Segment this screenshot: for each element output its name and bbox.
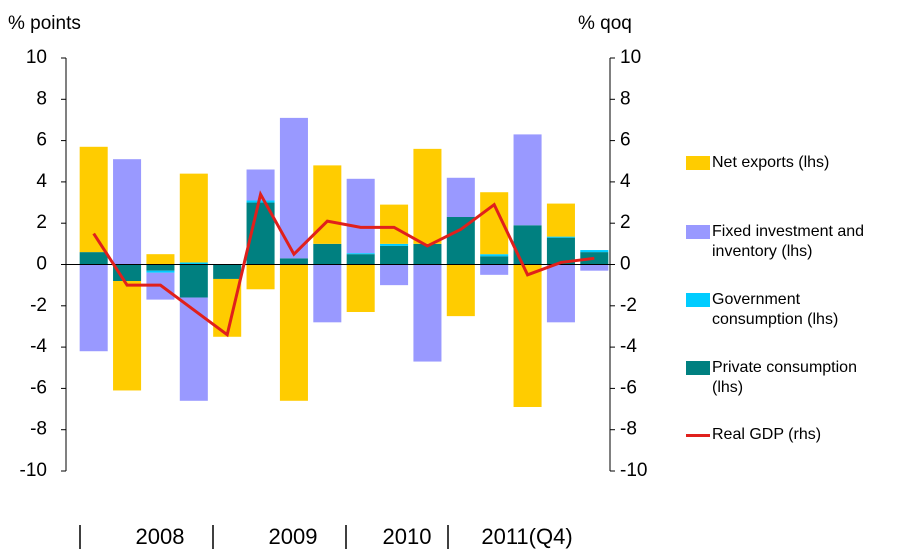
legend-label: Private consumption (lhs)	[712, 359, 857, 396]
bar-segment	[480, 264, 509, 275]
legend-item: Fixed investment and inventory (lhs)	[686, 222, 901, 262]
bar-segment	[513, 225, 542, 265]
y2-tick-label: 2	[620, 212, 631, 233]
x-label: 2008	[136, 524, 185, 549]
bar-segment	[279, 264, 308, 401]
bar-segment	[113, 281, 142, 391]
bar-segment	[446, 217, 475, 265]
bar-segment	[146, 264, 175, 271]
line-series	[92, 190, 595, 338]
bar-segment	[79, 252, 108, 265]
legend-swatch	[686, 156, 710, 170]
y-tick-label: 2	[36, 212, 47, 233]
bar-segment	[79, 264, 108, 352]
y2-tick-label: -8	[620, 419, 637, 440]
y-tick-label: -4	[30, 336, 47, 357]
bar-segment	[79, 146, 108, 253]
y-tick-label: 10	[26, 47, 47, 68]
legend-label: Fixed investment and inventory (lhs)	[712, 223, 865, 260]
legend-swatch	[686, 293, 710, 307]
y2-tick-label: -6	[620, 377, 637, 398]
bar-segment	[179, 173, 208, 263]
legend-item: Real GDP (rhs)	[686, 425, 901, 445]
bar-segment	[380, 264, 409, 286]
bar-segment	[146, 254, 175, 265]
y-tick-label: 4	[36, 171, 47, 192]
bar-segment	[279, 258, 308, 265]
bar-segment	[513, 264, 542, 407]
y-tick-label: -2	[30, 295, 47, 316]
bar-segment	[580, 264, 609, 271]
x-label: 2011(Q4)	[481, 524, 572, 549]
bar-segment	[546, 203, 575, 237]
bar-segment	[446, 264, 475, 317]
legend-swatch	[686, 434, 710, 437]
bar-segment	[380, 204, 409, 244]
bar-segment	[313, 264, 342, 323]
legend-label: Net exports (lhs)	[712, 154, 830, 171]
y2-tick-label: 8	[620, 88, 631, 109]
bar-segment	[480, 254, 509, 257]
bar-segment	[179, 264, 208, 298]
y2-tick-label: 6	[620, 130, 631, 151]
bar-segment	[580, 250, 609, 253]
bar-segment	[346, 253, 375, 255]
bar-segment	[480, 256, 509, 265]
bar-segment	[179, 262, 208, 265]
legend-item: Private consumption (lhs)	[686, 358, 901, 398]
y-tick-label: -10	[20, 460, 47, 481]
bar-segment	[413, 264, 442, 362]
bar-segment	[246, 264, 275, 290]
bar-segment	[513, 134, 542, 226]
bar-segment	[380, 243, 409, 246]
legend-label: Government consumption (lhs)	[712, 291, 839, 328]
bar-segment	[413, 148, 442, 244]
legend-item: Net exports (lhs)	[686, 153, 901, 173]
y2-tick-label: 10	[620, 47, 641, 68]
y2-tick-label: -10	[620, 460, 647, 481]
legend-swatch	[686, 225, 710, 239]
y2-tick-label: 4	[620, 171, 631, 192]
y2-tick-label: -4	[620, 336, 637, 357]
y-axis-title: % points	[8, 13, 81, 34]
bar-segment	[113, 159, 142, 265]
legend-swatch	[686, 361, 710, 375]
y2-tick-label: -2	[620, 295, 637, 316]
bar-segment	[146, 270, 175, 273]
y-tick-label: 0	[36, 254, 47, 275]
bar-segment	[346, 178, 375, 254]
bar-segment	[546, 236, 575, 238]
bar-segment	[346, 264, 375, 312]
bar-segment	[346, 254, 375, 265]
bar-segment	[113, 264, 142, 282]
bar-segment	[313, 243, 342, 265]
legend-label: Real GDP (rhs)	[712, 426, 822, 443]
y-tick-label: -6	[30, 377, 47, 398]
y-tick-label: 8	[36, 88, 47, 109]
y2-axis-title: % qoq	[578, 13, 632, 34]
bar-segment	[546, 264, 575, 323]
y2-tick-label: 0	[620, 254, 631, 275]
legend-item: Government consumption (lhs)	[686, 290, 901, 330]
y-tick-label: -8	[30, 419, 47, 440]
x-label: 2010	[383, 524, 432, 549]
bar-segment	[446, 177, 475, 218]
bar-segment	[246, 200, 275, 203]
bar-segment	[380, 245, 409, 265]
bar-segment	[213, 264, 242, 279]
y-tick-label: 6	[36, 130, 47, 151]
bar-segment	[413, 243, 442, 265]
x-label: 2009	[269, 524, 318, 549]
bar-segment	[179, 297, 208, 401]
